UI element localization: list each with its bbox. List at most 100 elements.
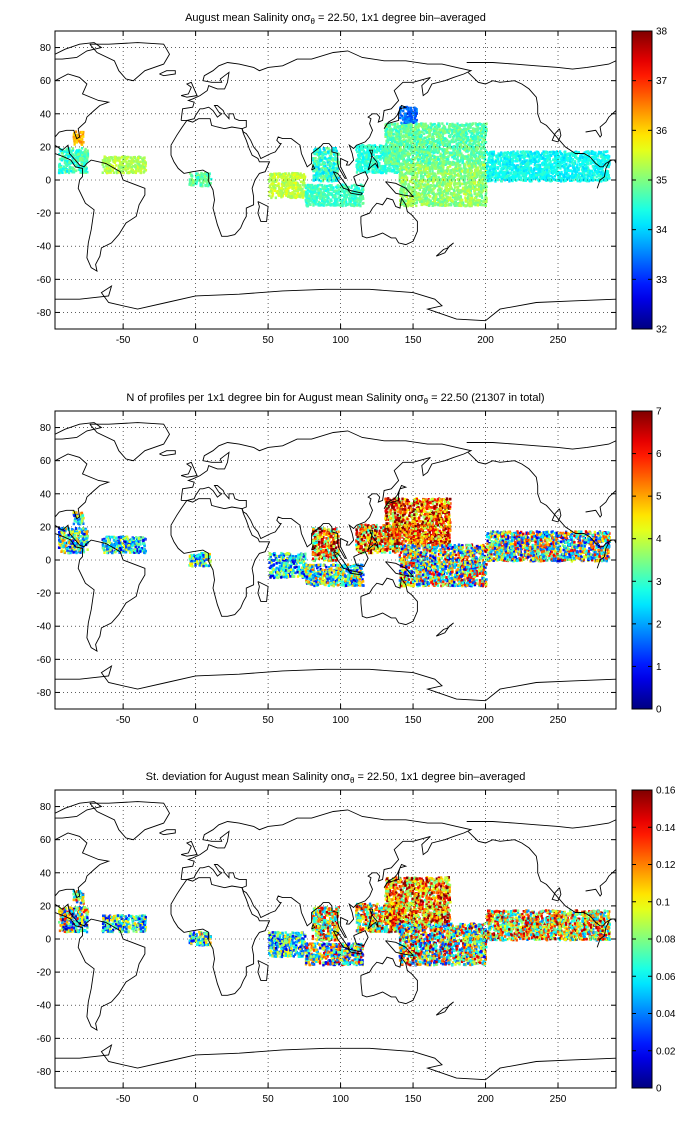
- data-cell: [453, 204, 457, 207]
- data-cell: [418, 131, 421, 134]
- data-cell: [389, 167, 392, 170]
- data-cell: [383, 153, 386, 157]
- data-cell: [484, 129, 488, 132]
- data-cell: [278, 187, 281, 191]
- chart-title: August mean Salinity onσθ = 22.50, 1x1 d…: [185, 12, 486, 26]
- data-cell: [338, 195, 342, 198]
- data-cell: [402, 178, 406, 181]
- data-cell: [484, 204, 487, 207]
- data-cell: [70, 169, 73, 173]
- data-cell: [331, 170, 334, 174]
- data-cell: [445, 156, 448, 159]
- data-cell: [403, 185, 406, 189]
- data-cell: [343, 195, 346, 199]
- data-cell: [286, 177, 289, 180]
- data-cell: [468, 140, 472, 144]
- data-cell: [406, 142, 409, 145]
- data-cell: [432, 148, 436, 151]
- data-cell: [61, 171, 64, 174]
- data-cell: [469, 196, 472, 199]
- data-cell: [463, 155, 466, 158]
- data-cell: [372, 153, 375, 157]
- data-cell: [416, 192, 419, 196]
- data-cell: [457, 178, 460, 181]
- data-cell: [405, 161, 408, 165]
- data-cell: [83, 153, 86, 156]
- data-cell: [475, 166, 478, 170]
- data-cell: [328, 166, 331, 170]
- data-cell: [389, 143, 392, 147]
- data-cell: [418, 188, 421, 191]
- data-cell: [118, 159, 121, 163]
- data-cell: [75, 139, 78, 143]
- data-cell: [348, 197, 351, 200]
- data-cell: [425, 156, 429, 159]
- data-cell: [301, 196, 305, 199]
- data-cell: [470, 135, 473, 138]
- data-cell: [442, 194, 445, 197]
- data-cell: [198, 178, 201, 181]
- data-cell: [313, 199, 316, 203]
- data-cell: [424, 185, 427, 189]
- data-cell: [194, 175, 198, 178]
- data-cell: [68, 161, 71, 164]
- data-cell: [450, 132, 454, 135]
- data-cell: [194, 179, 197, 183]
- data-cell: [417, 147, 421, 151]
- data-cell: [358, 199, 361, 203]
- data-cell: [419, 157, 422, 161]
- data-cell: [61, 151, 64, 155]
- data-cell: [438, 140, 441, 144]
- data-cell: [451, 130, 454, 134]
- data-cell: [312, 162, 316, 166]
- data-cell: [471, 173, 474, 176]
- data-cell: [454, 169, 457, 172]
- data-cell: [338, 198, 341, 202]
- data-cell: [391, 136, 394, 139]
- data-cell: [474, 153, 477, 156]
- data-cell: [411, 173, 414, 177]
- data-cell: [429, 195, 432, 198]
- data-cell: [376, 162, 380, 166]
- data-cell: [400, 130, 403, 133]
- data-cell: [475, 128, 478, 131]
- data-cell: [421, 131, 424, 134]
- data-cell: [458, 168, 461, 171]
- data-cell: [200, 177, 203, 181]
- data-cell: [429, 184, 432, 187]
- data-cell: [361, 195, 364, 198]
- data-cell: [471, 200, 475, 203]
- data-cell: [348, 192, 351, 196]
- data-cell: [458, 130, 462, 134]
- data-cell: [452, 188, 455, 192]
- data-cell: [478, 203, 482, 206]
- data-cell: [479, 192, 482, 195]
- data-cell: [80, 168, 84, 171]
- data-cell: [126, 157, 129, 160]
- data-cell: [327, 190, 330, 194]
- data-cell: [450, 178, 453, 181]
- data-cell: [409, 180, 412, 183]
- data-cell: [451, 138, 454, 142]
- data-cell: [447, 140, 451, 143]
- data-cell: [317, 174, 321, 177]
- data-cell: [286, 187, 289, 190]
- data-cell: [419, 167, 422, 171]
- data-cell: [398, 167, 402, 171]
- data-cell: [200, 171, 203, 175]
- data-cell: [330, 172, 334, 176]
- data-cell: [422, 166, 426, 170]
- data-cell: [358, 163, 361, 166]
- data-cell: [429, 147, 432, 150]
- data-cell: [484, 124, 487, 128]
- data-cell: [470, 136, 473, 140]
- data-cell: [440, 129, 443, 132]
- data-cell: [459, 143, 462, 147]
- data-cell: [308, 199, 311, 203]
- data-cell: [422, 164, 426, 168]
- data-cell: [437, 123, 440, 127]
- data-cell: [104, 159, 107, 162]
- data-cell: [130, 170, 133, 173]
- data-cell: [143, 167, 146, 170]
